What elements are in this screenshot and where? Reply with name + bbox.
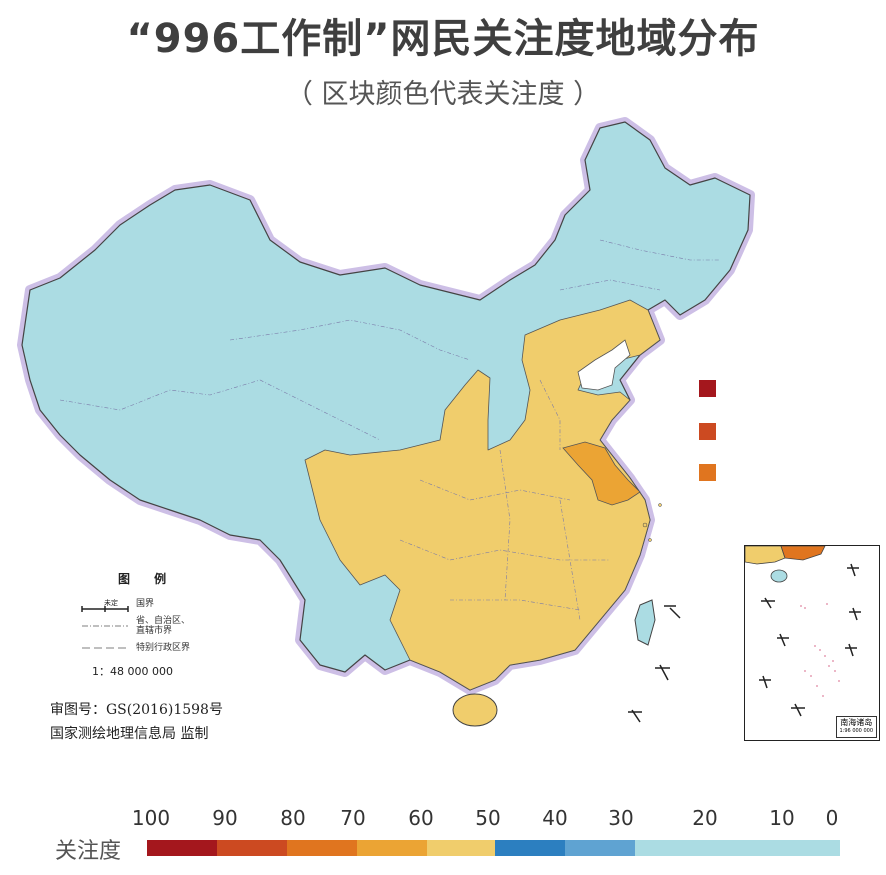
approval-number: 审图号：GS(2016)1598号 (50, 702, 223, 718)
inset-islands (800, 603, 840, 697)
undetermined-label: 未定 (104, 599, 118, 607)
coastal-islands (642, 503, 662, 542)
colorbar-tick: 60 (408, 806, 434, 830)
colorbar-tick: 80 (280, 806, 306, 830)
taiwan-island (634, 599, 656, 646)
colorbar-seg-90-80 (217, 840, 287, 856)
colorbar-tick: 10 (769, 806, 795, 830)
colorbar-tick: 30 (608, 806, 634, 830)
map-legend: 图 例 未定 国界 省、自治区、 直辖市界 特别行政区界 1：48 000 00… (80, 570, 240, 679)
legend-label-sar: 特别行政区界 (136, 643, 191, 653)
map-approval: 审图号：GS(2016)1598号 国家测绘地理信息局 监制 (50, 698, 223, 746)
map-scale: 1：48 000 000 (92, 665, 173, 678)
approval-authority: 国家测绘地理信息局 监制 (50, 726, 209, 742)
colorbar-seg-70-60 (357, 840, 427, 856)
colorbar-tick: 90 (212, 806, 238, 830)
colorbar-seg-80-70 (287, 840, 357, 856)
legend-sar-border: 特别行政区界 (80, 639, 240, 657)
legend-title: 图 例 (118, 572, 177, 586)
hainan-island (452, 693, 498, 727)
province-border-symbol (80, 621, 130, 631)
sar-border-symbol (80, 643, 130, 653)
side-swatch-orange (699, 464, 716, 481)
map-title: “996工作制”网民关注度地域分布 (126, 16, 760, 62)
colorbar-seg-60-50 (427, 840, 495, 856)
colorbar-tick: 40 (542, 806, 568, 830)
colorbar-seg-30-0 (635, 840, 840, 856)
region-high-attention (562, 441, 641, 506)
south-china-sea-inset: 南海诸岛 1:96 000 000 (744, 545, 880, 741)
legend-label-province: 省、自治区、 直辖市界 (136, 616, 191, 636)
colorbar-seg-40-30 (565, 840, 635, 856)
colorbar-label: 关注度 (55, 839, 122, 864)
bohai-sea (577, 339, 631, 391)
legend-label-national: 国界 (136, 599, 155, 609)
colorbar-tick: 70 (340, 806, 366, 830)
side-swatch-red-orange (699, 423, 716, 440)
colorbar-seg-100-90 (147, 840, 217, 856)
province-borders (59, 239, 720, 621)
colorbar-tick: 50 (475, 806, 501, 830)
colorbar-tick: 0 (825, 806, 839, 830)
colorbar-seg-50-40 (495, 840, 565, 856)
undetermined-border-marks (628, 605, 681, 723)
map-subtitle: （ 区块颜色代表关注度 ） (285, 79, 601, 110)
national-border-symbol: 未定 (80, 598, 130, 612)
side-swatch-dark-red (699, 380, 716, 397)
legend-national-border: 未定 国界 (80, 595, 240, 613)
colorbar-tick: 20 (692, 806, 718, 830)
inset-map (745, 546, 861, 717)
colorbar-tick: 100 (131, 806, 171, 830)
inset-label: 南海诸岛 1:96 000 000 (835, 716, 877, 738)
inset-name: 南海诸岛 (840, 718, 873, 727)
inset-scale: 1:96 000 000 (839, 728, 874, 734)
legend-province-border: 省、自治区、 直辖市界 (80, 613, 240, 639)
